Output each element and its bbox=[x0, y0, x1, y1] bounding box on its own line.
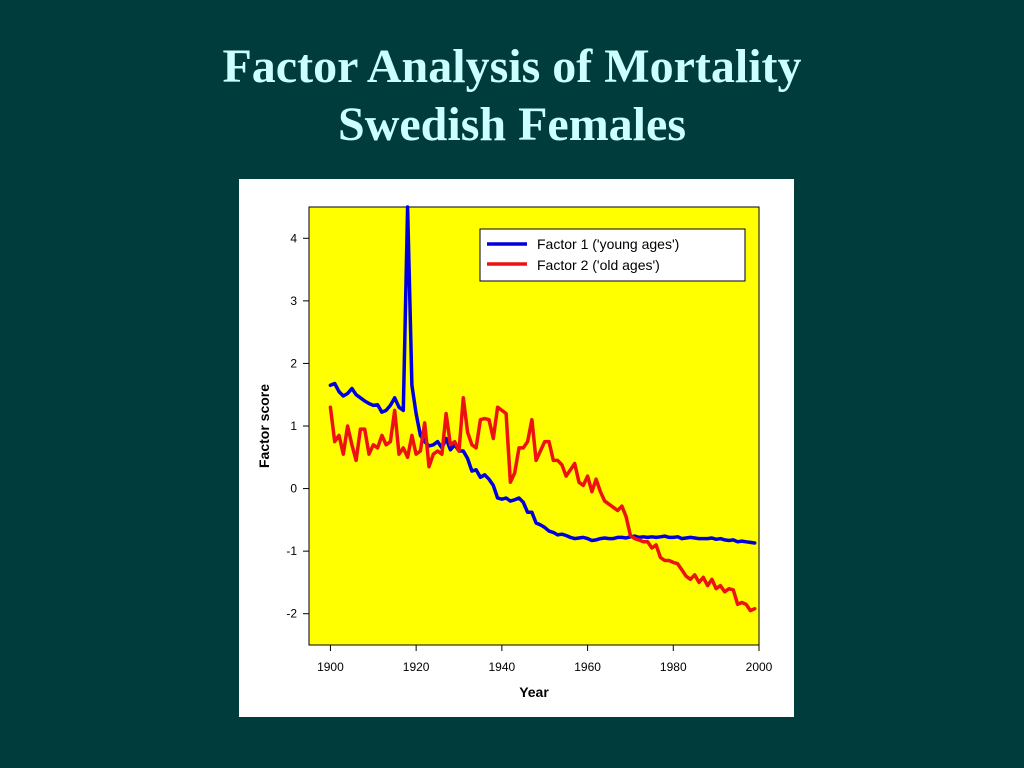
x-tick-label: 1920 bbox=[403, 660, 430, 674]
y-tick-label: -2 bbox=[286, 607, 297, 621]
legend-label-factor2: Factor 2 ('old ages') bbox=[537, 257, 660, 273]
title-line-2: Swedish Females bbox=[338, 98, 686, 151]
x-tick-label: 1900 bbox=[317, 660, 344, 674]
x-tick-label: 2000 bbox=[746, 660, 773, 674]
line-chart: -2 -1 0 1 2 3 4 1900 1920 1940 1960 1980 2000 Facto… bbox=[256, 205, 773, 700]
x-axis-title: Year bbox=[519, 684, 549, 700]
chart-card: -2 -1 0 1 2 3 4 1900 1920 1940 1960 1980 2000 Facto… bbox=[239, 179, 794, 717]
x-tick-label: 1940 bbox=[489, 660, 516, 674]
y-tick-label: 1 bbox=[290, 419, 297, 433]
legend: Factor 1 ('young ages') Factor 2 ('old a… bbox=[479, 228, 746, 282]
y-tick-label: 0 bbox=[290, 482, 297, 496]
series-line-factor2 bbox=[328, 396, 757, 613]
y-tick-label: 4 bbox=[290, 231, 297, 245]
y-axis: -2 -1 0 1 2 3 4 bbox=[286, 231, 309, 621]
x-tick-label: 1980 bbox=[660, 660, 687, 674]
x-tick-label: 1960 bbox=[574, 660, 601, 674]
y-tick-label: 2 bbox=[290, 356, 297, 370]
series-line-factor1 bbox=[328, 205, 757, 545]
slide-title: Factor Analysis of Mortality Swedish Fem… bbox=[0, 38, 1024, 154]
y-axis-title: Factor score bbox=[256, 384, 272, 468]
y-tick-label: -1 bbox=[286, 544, 297, 558]
legend-box bbox=[479, 228, 746, 282]
y-tick-label: 3 bbox=[290, 294, 297, 308]
series-layer bbox=[328, 205, 757, 613]
x-axis: 1900 1920 1940 1960 1980 2000 bbox=[317, 645, 773, 674]
legend-label-factor1: Factor 1 ('young ages') bbox=[537, 236, 679, 252]
title-line-1: Factor Analysis of Mortality bbox=[222, 40, 802, 93]
